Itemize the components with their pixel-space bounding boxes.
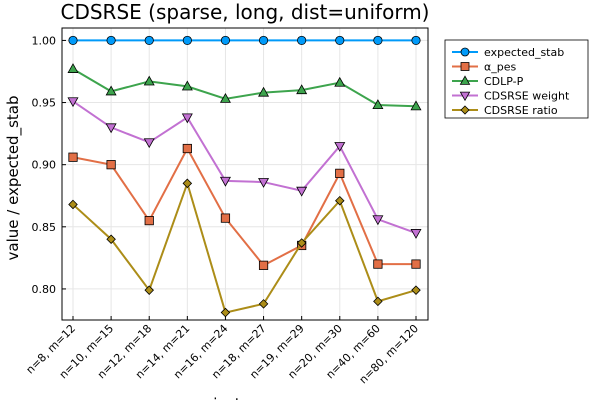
series-marker: [220, 213, 231, 223]
series-cdsrse-weight: [67, 97, 422, 239]
series-marker: [411, 35, 421, 46]
series-marker: [258, 178, 270, 188]
series-marker: [372, 99, 384, 110]
series-marker: [459, 91, 471, 102]
series-marker: [372, 215, 384, 226]
series-marker: [143, 138, 155, 149]
series-marker: [296, 84, 308, 95]
series-marker: [258, 86, 270, 97]
y-tick-label: 0.80: [32, 283, 57, 296]
series-line: [72, 180, 417, 314]
y-ticks: 0.80 0.85 0.90 0.95 1.00: [32, 34, 66, 296]
plot-frame: [61, 27, 429, 321]
series-marker: [410, 229, 422, 239]
legend-item: α_pes: [452, 61, 517, 74]
series-marker: [67, 97, 79, 108]
series-marker: [335, 35, 345, 46]
series-marker: [335, 168, 345, 178]
series-marker: [182, 178, 193, 189]
series-marker: [411, 285, 421, 295]
series-marker: [460, 105, 470, 115]
series-marker: [334, 76, 346, 87]
legend-label: CDLP-P: [484, 75, 524, 88]
series-marker: [68, 152, 78, 162]
legend-item: CDLP-P: [452, 75, 524, 88]
series-cdlp-p: [67, 63, 422, 111]
y-tick-label: 1.00: [32, 34, 57, 47]
series-marker: [373, 259, 383, 269]
series-marker: [144, 215, 154, 226]
x-axis-label: instance: [213, 395, 277, 400]
series-marker: [258, 260, 269, 270]
chart-title: CDSRSE (sparse, long, dist=uniform): [61, 0, 430, 24]
series-marker: [335, 195, 345, 206]
legend-label: CDSRSE ratio: [484, 104, 558, 117]
legend-item: CDSRSE ratio: [452, 104, 558, 117]
series-marker: [67, 63, 79, 73]
series-marker: [460, 62, 470, 71]
legend-item: CDSRSE weight: [452, 90, 570, 103]
series-marker: [373, 35, 383, 46]
series-marker: [296, 238, 307, 248]
series-marker: [460, 47, 470, 57]
series-marker: [334, 142, 346, 152]
series-marker: [106, 160, 116, 170]
series-marker: [68, 199, 78, 210]
legend-label: expected_stab: [484, 46, 564, 59]
series-marker: [258, 299, 269, 309]
series-marker: [459, 75, 471, 85]
series-cdsrse-ratio: [68, 178, 421, 318]
series-marker: [296, 186, 308, 197]
series-marker: [373, 296, 383, 307]
series-marker: [181, 113, 193, 124]
y-tick-label: 0.85: [32, 221, 57, 234]
y-tick-label: 0.90: [32, 159, 57, 172]
series-layer: [67, 35, 422, 318]
series-marker: [144, 285, 154, 295]
y-tick-label: 0.95: [32, 97, 57, 110]
series-marker: [68, 35, 78, 46]
legend-label: α_pes: [484, 61, 517, 74]
series-marker: [219, 176, 231, 187]
series-marker: [105, 85, 117, 96]
legend-label: CDSRSE weight: [484, 90, 570, 103]
series-marker: [144, 35, 154, 46]
y-axis-label: value / expected_stab: [4, 96, 23, 261]
series-marker: [182, 35, 192, 46]
series-marker: [297, 35, 307, 46]
series-marker: [106, 35, 116, 46]
series-marker: [220, 35, 231, 46]
series-marker: [106, 234, 116, 244]
series-line: [72, 100, 417, 234]
series-marker: [105, 123, 117, 134]
series-line: [72, 68, 417, 108]
series-expected-stab: [68, 35, 421, 46]
series-marker: [410, 100, 422, 111]
series-marker: [181, 80, 193, 91]
series-marker: [143, 75, 155, 86]
series-marker: [258, 35, 269, 46]
series-marker: [219, 92, 231, 103]
series-line: [72, 146, 416, 267]
series-marker: [411, 259, 421, 269]
series-marker: [182, 143, 192, 154]
legend-item: expected_stab: [452, 46, 564, 59]
